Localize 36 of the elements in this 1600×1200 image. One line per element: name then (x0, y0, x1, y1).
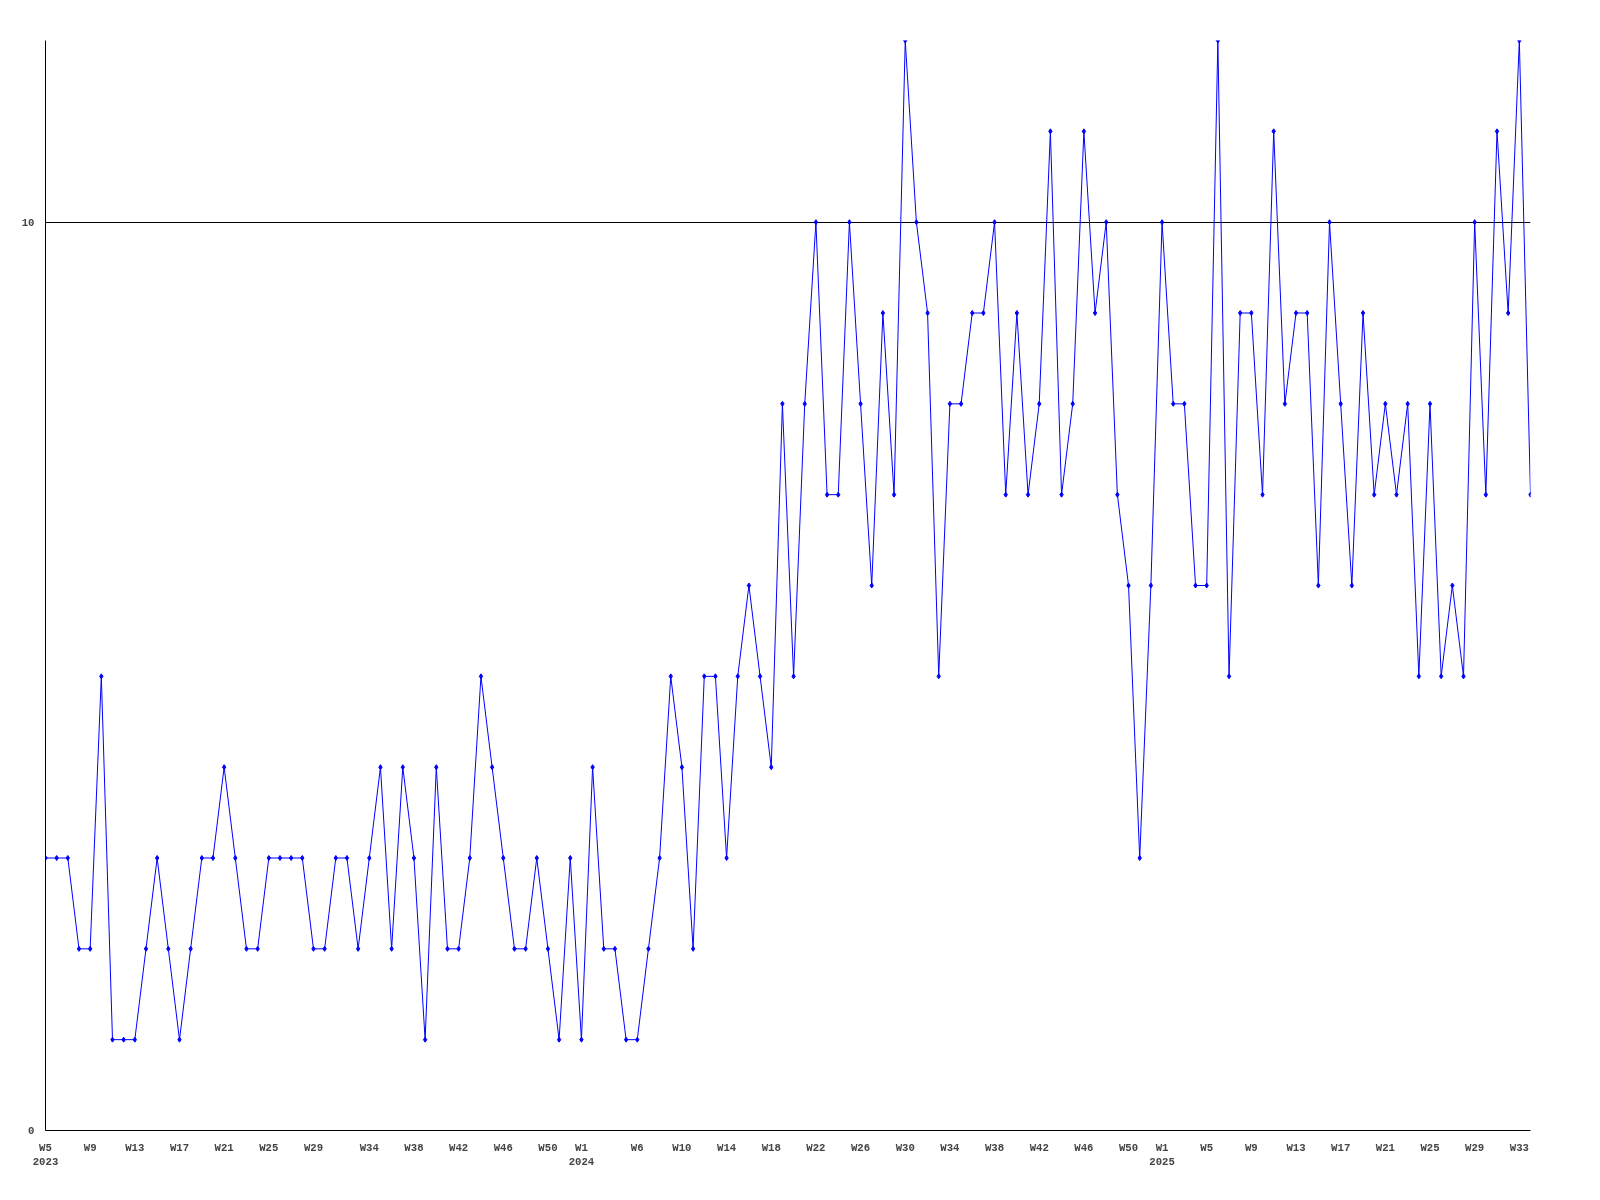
x-tick-label: W1 2025 (1149, 1141, 1175, 1168)
x-tick-label: W13 (125, 1141, 145, 1154)
x-tick-label: W42 (1029, 1141, 1049, 1154)
x-tick-label: W17 (1331, 1141, 1351, 1154)
x-tick-label: W38 (984, 1141, 1005, 1154)
x-tick-label: W5 2023 (32, 1141, 59, 1168)
x-tick-label: W21 (214, 1141, 234, 1154)
y-tick-label: 0 (28, 1125, 35, 1137)
x-tick-label: W50 (538, 1141, 558, 1154)
x-tick-label: W10 (672, 1141, 692, 1154)
x-tick-label: W50 (1118, 1141, 1139, 1154)
x-tick-label: W29 (1465, 1141, 1485, 1154)
x-tick-label: W9 (1244, 1141, 1258, 1154)
x-tick-label: W29 (303, 1141, 324, 1154)
x-tick-label: W6 (630, 1141, 644, 1154)
x-tick-label: W46 (1074, 1141, 1094, 1154)
x-tick-label: W30 (895, 1141, 915, 1154)
x-tick-label: W14 (717, 1141, 737, 1154)
x-tick-label: W13 (1286, 1141, 1306, 1154)
x-tick-label: W46 (493, 1141, 513, 1154)
x-tick-label: W26 (850, 1141, 871, 1154)
x-tick-label: W33 (1509, 1141, 1529, 1154)
x-tick-label: W21 (1375, 1141, 1395, 1154)
x-tick-label: W42 (449, 1141, 469, 1154)
x-tick-label: W17 (169, 1141, 190, 1154)
x-tick-label: W5 (1200, 1141, 1214, 1154)
y-tick-label: 10 (21, 216, 35, 229)
x-tick-label: W9 (83, 1141, 97, 1154)
x-tick-label: W1 2024 (568, 1141, 595, 1168)
x-tick-label: W18 (761, 1141, 781, 1154)
x-tick-label: W25 (1420, 1141, 1440, 1154)
x-tick-label: W34 (940, 1141, 961, 1154)
x-tick-label: W22 (806, 1141, 826, 1154)
x-tick-label: W34 (359, 1141, 380, 1154)
x-tick-label: W38 (404, 1141, 424, 1154)
x-tick-label: W25 (259, 1141, 279, 1154)
